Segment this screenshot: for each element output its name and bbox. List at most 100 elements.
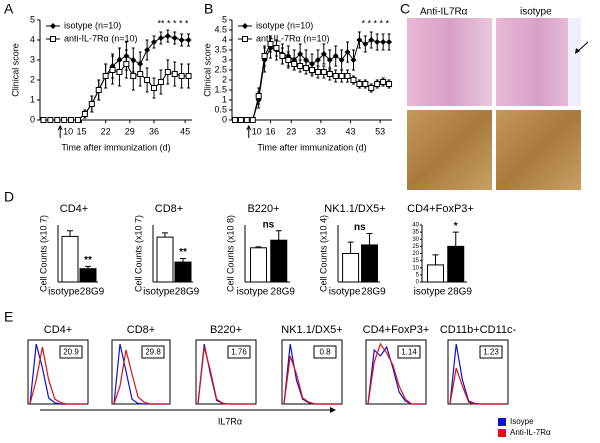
x-tick-label: 28G9 [80,287,105,298]
point [350,77,357,83]
y-tick-label: 0 [30,114,35,124]
y-tick-label: 10 [412,265,419,271]
annotation-box [479,345,503,359]
histology-image [407,110,492,190]
point [273,45,280,51]
point [123,61,130,67]
annotation-box [59,345,83,359]
point [356,37,363,43]
histogram-line [197,346,254,405]
point [151,39,157,45]
histology-image [407,18,492,106]
chart-title: CD4+FoxP3+ [363,324,430,336]
point [144,77,151,83]
point [374,39,381,45]
point [243,117,250,123]
x-tick-label: 45 [180,126,190,136]
bar [61,235,79,283]
y-tick-label: 0 [416,280,420,286]
panel-label: E [4,309,13,325]
point [231,117,238,123]
legend-swatch [498,418,506,426]
point [362,41,369,47]
x-tick-label: 53 [375,126,385,136]
histogram-line [283,355,340,405]
chart-title: CD4+ [60,203,88,215]
x-tick-label: isotype [414,287,446,298]
error-bar [162,232,168,238]
point [130,73,137,79]
x-label: Time after immunization (d) [61,142,170,152]
x-tick-label: 23 [286,126,296,136]
annotation: ns [354,222,366,233]
bar [427,264,444,283]
y-tick-label: 3.5 [214,44,227,54]
legend-marker [242,23,248,29]
point [95,87,102,93]
panel-label: D [4,189,14,205]
error-bar [347,241,354,254]
chart-title: B220+ [247,203,279,215]
error-bar [452,231,459,247]
x-tick-label: 28G9 [361,287,386,298]
y-label: Cell Counts (x10 7) [38,215,48,292]
point [68,117,75,123]
point [185,37,192,43]
point [356,81,363,87]
error-bar [180,257,186,263]
y-tick-label: 15 [412,258,419,264]
y-tick-label: 5 [30,14,35,24]
bar [447,245,465,283]
annotation: 20.9 [63,348,79,357]
bar [270,239,288,283]
bar [361,244,378,283]
x-tick-label: isotype [48,287,80,298]
legend-marker [50,36,56,42]
point [237,117,244,123]
point [309,67,315,73]
y-label: Clinical score [202,43,212,97]
point [291,61,298,67]
y-label: Cell Counts (x10 7) [133,215,143,292]
x-tick-label: 15 [76,126,86,136]
x-tick-label: isotype [143,287,175,298]
point [171,35,178,41]
point [374,81,381,87]
legend-marker [242,36,248,42]
histogram-line [449,367,506,405]
y-tick-label: 0 [222,114,227,124]
y-tick-label: 4 [222,34,227,44]
annotation: 1.23 [483,348,499,357]
point [171,71,178,77]
point [285,57,292,63]
point [157,79,164,85]
point [326,57,333,63]
y-tick-label: 4 [30,34,35,44]
point [109,67,116,73]
point [344,49,351,55]
histology-edge [568,18,581,106]
point [380,79,387,85]
point [332,73,339,79]
y-tick-label: 5 [416,272,420,278]
point [368,37,375,43]
point [40,117,47,123]
y-tick-label: 1.5 [214,84,227,94]
annotation: * [454,221,458,232]
annotation: 1.76 [231,348,247,357]
y-tick-label: 5 [222,14,227,24]
y-tick-label: 25 [412,244,419,250]
legend-label: anti-IL-7Rα (n=10) [64,33,138,43]
point [362,81,369,87]
point [368,85,375,91]
point [380,39,387,45]
x-tick-label: 28G9 [448,287,473,298]
point [314,69,321,75]
y-tick-label: 30 [412,237,419,243]
annotation: 29.8 [145,348,161,357]
series-line [43,35,189,121]
histology-image [496,18,581,106]
point [320,69,327,75]
y-tick-label: 40 [412,223,419,229]
legend-marker [50,23,56,29]
